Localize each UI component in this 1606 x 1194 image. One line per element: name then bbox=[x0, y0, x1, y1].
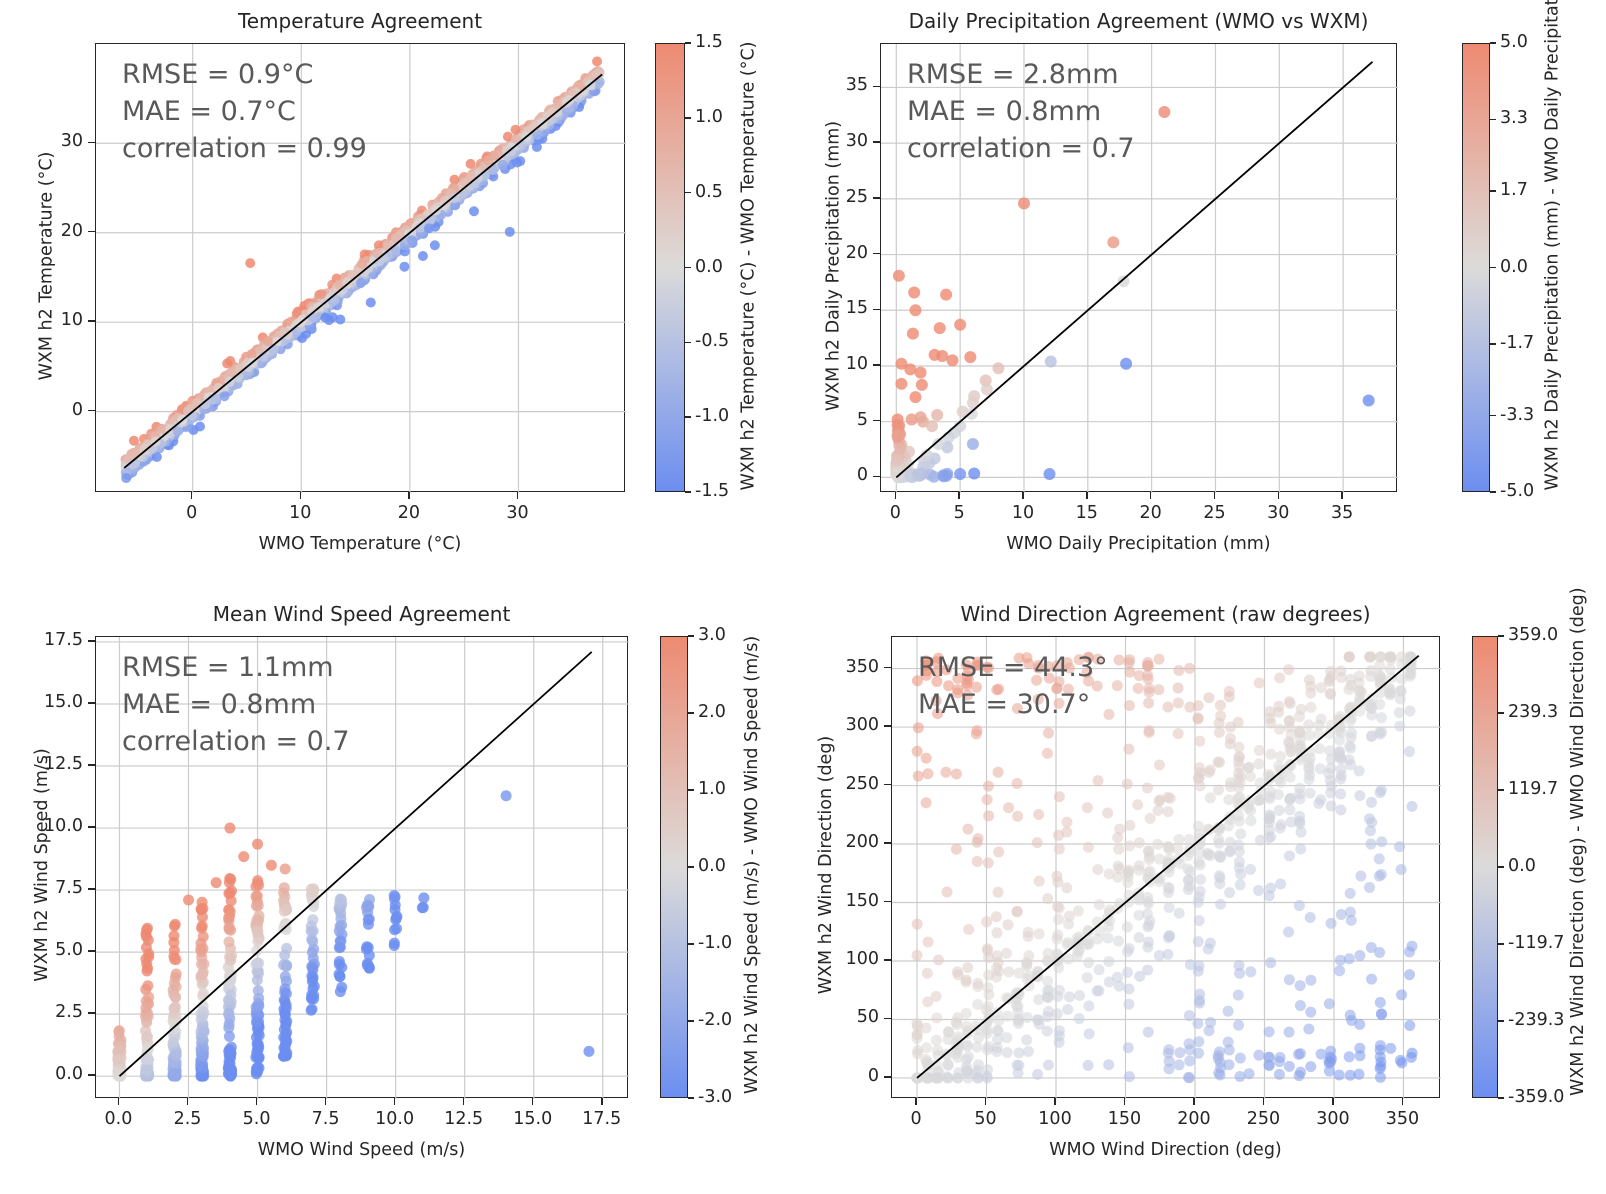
colorbar-gradient bbox=[655, 43, 685, 492]
colorbar-label: WXM h2 Temperature (°C) - WMO Temperatur… bbox=[738, 40, 758, 490]
y-axis-label: WXM h2 Daily Precipitation (mm) bbox=[823, 120, 843, 411]
x-axis-label: WMO Temperature (°C) bbox=[258, 534, 462, 554]
plot-area: RMSE = 0.9°C MAE = 0.7°C correlation = 0.9… bbox=[95, 43, 626, 493]
plot-area: RMSE = 2.8mm MAE = 0.8mm correlation = 0.7 bbox=[880, 43, 1398, 493]
plot-title: Temperature Agreement bbox=[237, 9, 483, 33]
colorbar-label: WXM h2 Wind Speed (m/s) - WMO Wind Speed… bbox=[742, 635, 762, 1095]
x-axis-label: WMO Wind Direction (deg) bbox=[1049, 1140, 1282, 1160]
plot-title: Wind Direction Agreement (raw degrees) bbox=[960, 602, 1371, 626]
y-axis-label: WXM h2 Wind Direction (deg) bbox=[816, 735, 836, 995]
stats-annotation: RMSE = 0.9°C MAE = 0.7°C correlation = 0.9… bbox=[122, 59, 367, 164]
stats-annotation: RMSE = 2.8mm MAE = 0.8mm correlation = 0.7 bbox=[907, 59, 1135, 164]
scatter-canvas bbox=[96, 44, 626, 493]
colorbar-gradient bbox=[1462, 43, 1490, 492]
plot-title: Daily Precipitation Agreement (WMO vs WX… bbox=[908, 9, 1369, 33]
scatter-canvas bbox=[881, 44, 1398, 493]
plot-area: RMSE = 1.1mm MAE = 0.8mm correlation = 0.7 bbox=[95, 636, 629, 1099]
plot-title: Mean Wind Speed Agreement bbox=[212, 602, 511, 626]
colorbar-gradient bbox=[1472, 636, 1498, 1098]
scatter-canvas bbox=[96, 637, 629, 1099]
colorbar-label: WXM h2 Wind Direction (deg) - WMO Wind D… bbox=[1568, 587, 1588, 1096]
y-axis-label: WXM h2 Wind Speed (m/s) bbox=[32, 748, 52, 982]
x-axis-label: WMO Daily Precipitation (mm) bbox=[1006, 534, 1271, 554]
colorbar-label: WXM h2 Daily Precipitation (mm) - WMO Da… bbox=[1542, 0, 1562, 490]
plot-area: RMSE = 44.3° MAE = 30.7° bbox=[891, 636, 1441, 1099]
x-axis-label: WMO Wind Speed (m/s) bbox=[257, 1140, 466, 1160]
stats-annotation: RMSE = 44.3° MAE = 30.7° bbox=[918, 652, 1108, 720]
colorbar-gradient bbox=[660, 636, 688, 1098]
y-axis-label: WXM h2 Temperature (°C) bbox=[36, 151, 56, 380]
stats-annotation: RMSE = 1.1mm MAE = 0.8mm correlation = 0.7 bbox=[122, 652, 350, 757]
scatter-canvas bbox=[892, 637, 1441, 1099]
